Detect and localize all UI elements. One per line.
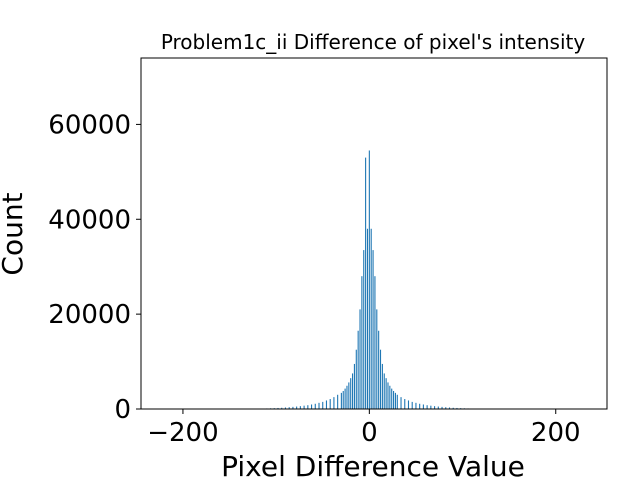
histogram-bar (352, 373, 353, 409)
histogram-bar (373, 250, 374, 409)
histogram-bar (400, 397, 401, 409)
histogram-bar (412, 402, 413, 409)
histogram-bar (389, 386, 390, 409)
histogram-bar (423, 404, 424, 409)
histogram-bar (361, 276, 362, 409)
histogram-bar (341, 393, 342, 409)
histogram-bar (382, 364, 383, 409)
histogram-bar (371, 229, 372, 409)
histogram-bar (307, 405, 308, 409)
histogram-bar (322, 402, 323, 409)
histogram-bar (348, 382, 349, 409)
histogram-bar (356, 350, 357, 409)
histogram-bar (427, 405, 428, 409)
histogram-bar (415, 403, 416, 409)
histogram-bar (359, 309, 360, 409)
x-tick-label: 0 (361, 418, 378, 448)
histogram-bar (365, 158, 366, 409)
histogram-bar (358, 331, 359, 409)
histogram-bar (318, 403, 319, 409)
histogram-bar (387, 382, 388, 409)
histogram-bar (378, 331, 379, 409)
y-tick-label: 60000 (48, 110, 131, 140)
histogram-bar (404, 399, 405, 409)
y-tick-label: 40000 (48, 205, 131, 235)
histogram-bar (386, 378, 387, 409)
histogram-bar (367, 229, 368, 409)
histogram-bar (311, 404, 312, 409)
histogram-bar (363, 250, 364, 409)
histogram-bar (369, 150, 370, 409)
chart-title: Problem1c_ii Difference of pixel's inten… (161, 30, 586, 54)
histogram-bar (345, 389, 346, 409)
histogram-bar (343, 391, 344, 409)
y-tick-label: 0 (114, 395, 131, 425)
histogram-bar (346, 386, 347, 409)
histogram-bar (330, 399, 331, 409)
x-tick-label: −200 (147, 418, 218, 448)
histogram-bar (419, 404, 420, 409)
histogram-bar (350, 378, 351, 409)
histogram-bar (395, 393, 396, 409)
histogram-bar (376, 309, 377, 409)
histogram-bar (380, 350, 381, 409)
y-axis-label: Count (0, 192, 29, 275)
histogram-bar (374, 276, 375, 409)
histogram-bar (397, 395, 398, 409)
x-tick-label: 200 (531, 418, 581, 448)
y-tick-label: 20000 (48, 300, 131, 330)
histogram-bar (354, 364, 355, 409)
histogram-bar (391, 389, 392, 409)
histogram-bar (333, 397, 334, 409)
histogram-bar (393, 391, 394, 409)
histogram-bar (337, 395, 338, 409)
histogram-bar (408, 400, 409, 409)
histogram-bar (315, 404, 316, 409)
histogram-bar (326, 400, 327, 409)
histogram-bar (384, 373, 385, 409)
x-axis-label: Pixel Difference Value (221, 450, 525, 480)
